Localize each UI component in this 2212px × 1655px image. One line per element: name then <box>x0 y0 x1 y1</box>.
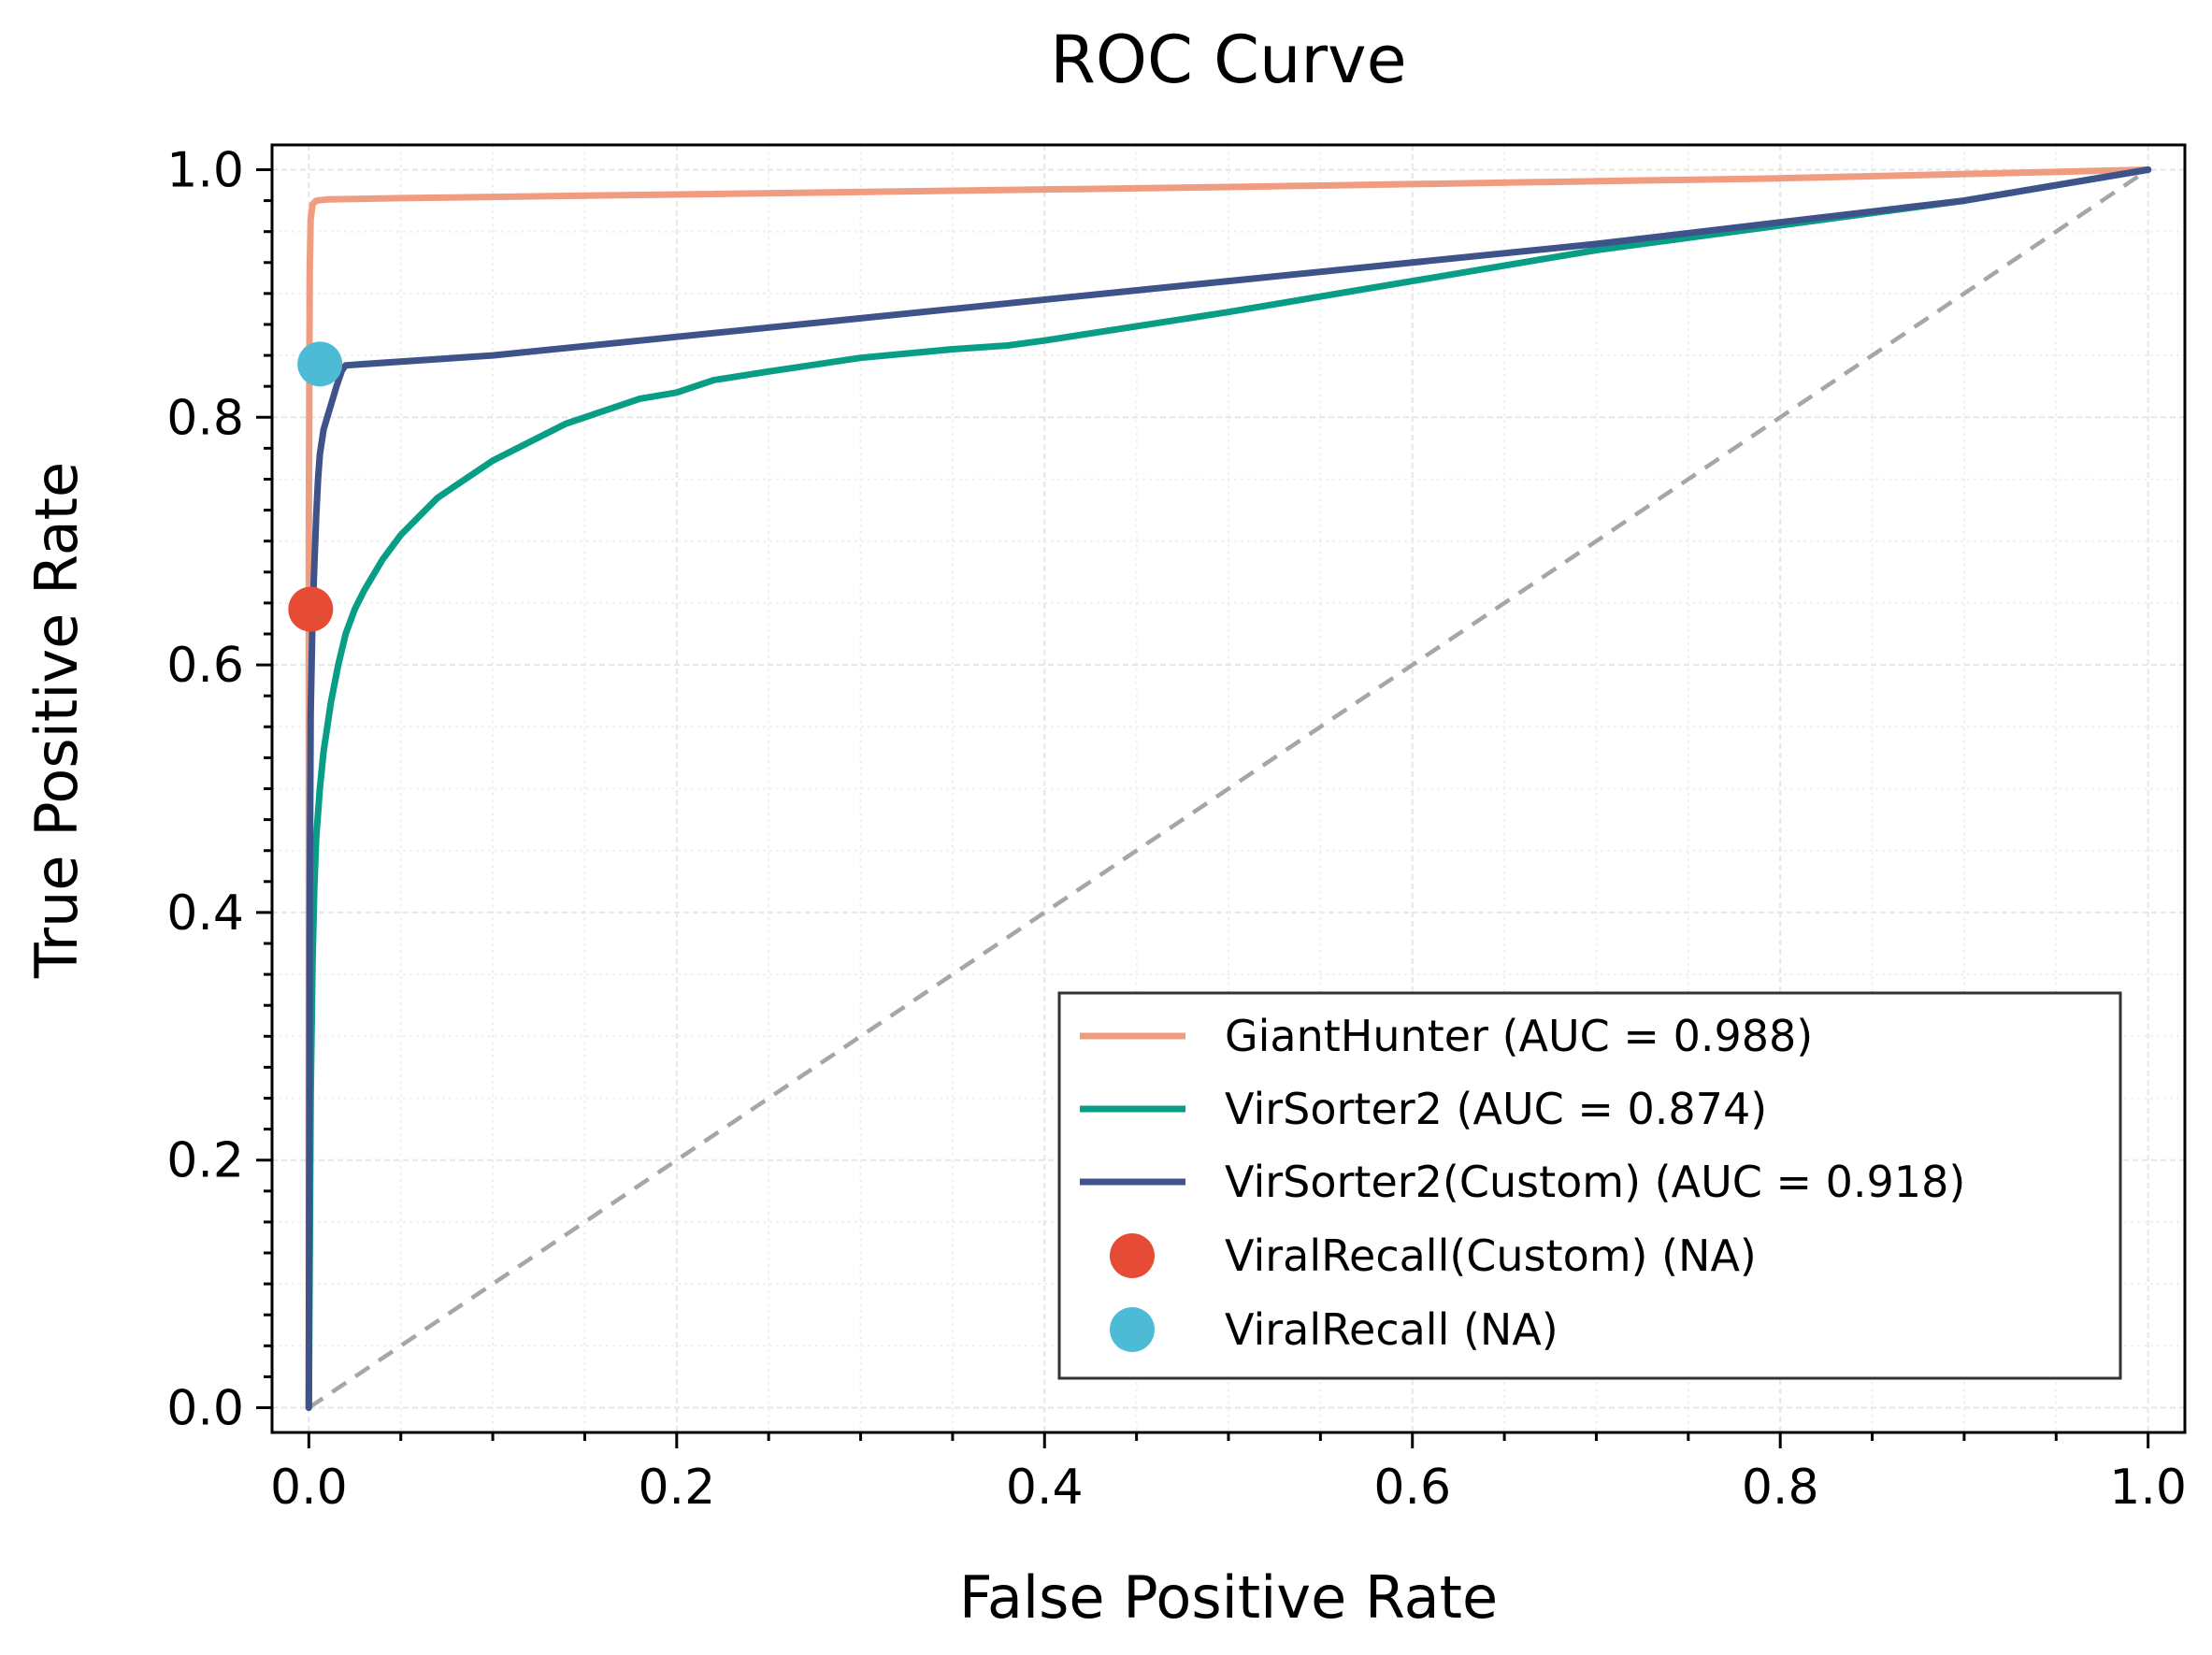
legend-label-0: GiantHunter (AUC = 0.988) <box>1225 1011 1813 1061</box>
legend-label-3: ViralRecall(Custom) (NA) <box>1225 1230 1757 1281</box>
series-line-1 <box>305 166 2152 1411</box>
legend-label-1: VirSorter2 (AUC = 0.874) <box>1225 1084 1767 1134</box>
legend-marker-1 <box>1110 1307 1155 1352</box>
legend-label-4: ViralRecall (NA) <box>1225 1304 1558 1355</box>
y-tick-label: 0.2 <box>166 1133 244 1189</box>
points-layer <box>288 341 343 632</box>
diagonal-reference-line <box>308 167 2149 1410</box>
y-tick-label: 0.0 <box>166 1381 244 1437</box>
y-tick-label: 0.4 <box>166 885 244 942</box>
x-tick-label: 1.0 <box>2109 1460 2187 1516</box>
y-axis-label: True Positive Rate <box>22 462 91 979</box>
y-tick-label: 0.6 <box>166 638 244 694</box>
series-line-0 <box>305 166 2152 1411</box>
data-point-1 <box>297 341 343 387</box>
x-tick-label: 0.0 <box>270 1460 348 1516</box>
legend-box <box>1057 991 2122 1380</box>
chart-title: ROC Curve <box>1050 22 1406 98</box>
data-point-0 <box>288 586 334 632</box>
legend-marker-0 <box>1110 1233 1155 1278</box>
legend: GiantHunter (AUC = 0.988) VirSorter2 (AU… <box>1057 991 2122 1380</box>
x-tick-label: 0.4 <box>1006 1460 1084 1516</box>
x-axis-label: False Positive Rate <box>959 1563 1498 1632</box>
y-tick-label: 1.0 <box>166 142 244 198</box>
y-axis: 0.0 0.2 0.4 0.6 0.8 1.0 <box>166 142 272 1437</box>
x-tick-label: 0.6 <box>1373 1460 1451 1516</box>
x-tick-label: 0.2 <box>638 1460 715 1516</box>
y-tick-label: 0.8 <box>166 390 244 446</box>
legend-label-2: VirSorter2(Custom) (AUC = 0.918) <box>1225 1157 1965 1207</box>
x-tick-label: 0.8 <box>1742 1460 1819 1516</box>
x-axis: 0.0 0.2 0.4 0.6 0.8 1.0 <box>270 1432 2187 1516</box>
